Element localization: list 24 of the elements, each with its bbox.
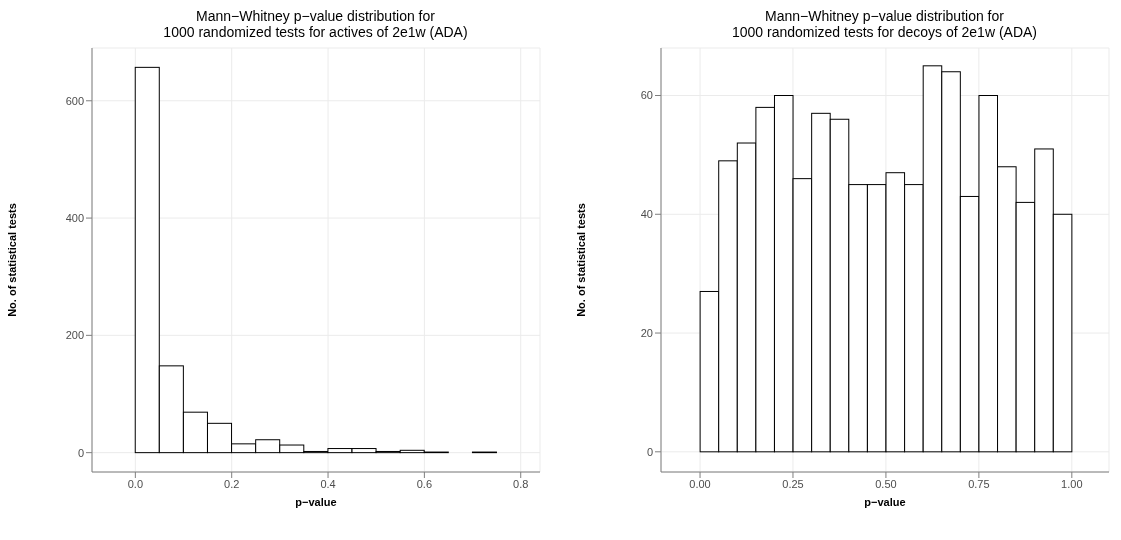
y-tick-label: 200	[65, 329, 84, 342]
chart-title: Mann−Whitney p−value distribution for 1000 randomized tests for decoys of 2e1w (ADA)	[730, 8, 1038, 40]
y-tick-label: 40	[640, 208, 653, 221]
x-tick-label: 0.6	[416, 477, 433, 490]
x-tick-label: 0.8	[513, 477, 529, 490]
x-tick-label: 0.25	[782, 477, 804, 490]
y-axis-title: No. of statistical tests	[574, 203, 587, 317]
x-axis-title: p−value	[864, 496, 906, 508]
x-tick-label: 0.00	[689, 477, 711, 490]
x-tick-label: 0.2	[224, 477, 240, 490]
y-tick-label: 600	[65, 94, 84, 107]
y-tick-label: 0	[77, 446, 84, 459]
x-tick-label: 0.50	[875, 477, 897, 490]
x-tick-label: 0.0	[127, 477, 143, 490]
chart-title: Mann−Whitney p−value distribution for 1000 randomized tests for actives of 2e1w (ADA)	[162, 8, 469, 40]
x-tick-label: 1.00	[1061, 477, 1083, 490]
y-tick-label: 400	[65, 211, 84, 224]
x-tick-label: 0.75	[968, 477, 990, 490]
x-tick-label: 0.4	[320, 477, 336, 490]
y-tick-label: 0	[646, 445, 653, 458]
y-axis-title: No. of statistical tests	[5, 203, 18, 317]
x-axis-title: p−value	[295, 496, 337, 508]
y-tick-label: 60	[640, 89, 653, 102]
y-tick-label: 20	[640, 326, 653, 339]
